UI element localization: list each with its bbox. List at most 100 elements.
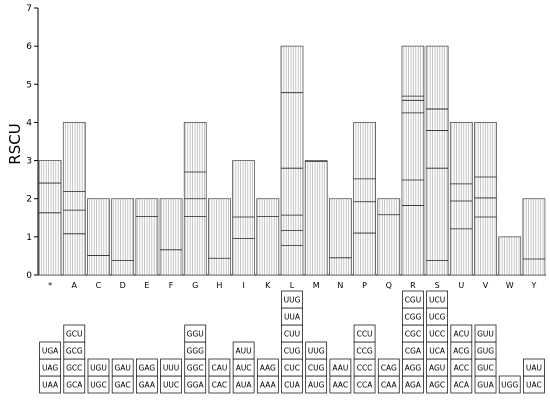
- y-tick-label: 4: [26, 118, 32, 128]
- codon-label: AUU: [236, 347, 252, 356]
- codon-column-L: CUA CUC CUG CUU UUA UUG: [281, 290, 303, 394]
- codon-label: GGG: [187, 347, 205, 356]
- category-label: L: [290, 281, 295, 290]
- codon-label: AUC: [236, 364, 252, 373]
- category-label: Q: [386, 281, 392, 290]
- codon-label: GCU: [66, 330, 83, 339]
- bar-body: [38, 160, 62, 276]
- bar-U: [449, 122, 473, 276]
- codon-box: [136, 358, 158, 377]
- y-tick-label: 0: [26, 271, 32, 281]
- bar-series: [38, 45, 546, 276]
- codon-label: AAU: [332, 364, 348, 373]
- category-label: F: [169, 281, 174, 290]
- bar-body: [401, 45, 425, 276]
- codon-label: CGG: [405, 313, 422, 322]
- codon-label: GUA: [477, 381, 494, 390]
- codon-box: [353, 324, 376, 343]
- codon-label: GAA: [139, 381, 156, 390]
- codon-column-H: CAC CAU: [208, 358, 231, 394]
- category-label: E: [144, 281, 149, 290]
- bar-V: [474, 122, 497, 276]
- bar-P: [353, 122, 376, 276]
- codon-label: UAU: [526, 364, 542, 373]
- codon-label: ACU: [453, 330, 469, 339]
- y-tick-label: 7: [26, 4, 32, 14]
- codon-label: UUG: [284, 296, 301, 305]
- codon-box: [377, 358, 400, 377]
- codon-column-Y: UAC UAU: [523, 358, 545, 394]
- codon-column-R: AGA AGG CGA CGC CGG CGU: [402, 290, 424, 394]
- codon-box: [402, 290, 424, 309]
- codon-label: CCA: [357, 381, 373, 390]
- codon-label: CUA: [284, 381, 301, 390]
- bar-body: [328, 198, 352, 276]
- codon-box: [232, 341, 255, 360]
- codon-column-K: AAA AAG: [256, 358, 279, 394]
- codon-label: CCU: [357, 330, 373, 339]
- category-label: Y: [530, 281, 536, 290]
- category-label: I: [242, 281, 244, 290]
- codon-label: CGU: [405, 296, 422, 305]
- codon-box: [474, 324, 497, 343]
- codon-box: [208, 358, 231, 377]
- bar-body: [353, 122, 376, 276]
- codon-label: CCG: [356, 347, 372, 356]
- codon-box: [426, 290, 448, 309]
- codon-label: CAU: [211, 364, 227, 373]
- codon-column-M: AUG CUG UUG: [305, 341, 328, 394]
- category-label: G: [192, 281, 198, 290]
- category-label: C: [96, 281, 102, 290]
- codon-label: AGC: [429, 381, 445, 390]
- codon-label: UCA: [429, 347, 446, 356]
- codon-column-S: AGC AGU UCA UCC UCG UCU: [426, 290, 448, 394]
- codon-label: GCC: [66, 364, 82, 373]
- bar-D: [111, 198, 135, 276]
- codon-box: [329, 358, 352, 377]
- codon-label: UCG: [429, 313, 446, 322]
- codon-label: UCC: [429, 330, 445, 339]
- codon-label: CUG: [284, 347, 301, 356]
- category-label: M: [313, 281, 320, 290]
- codon-label: UAC: [526, 381, 542, 390]
- codon-label: AGA: [405, 381, 422, 390]
- codon-label: AAC: [333, 381, 349, 390]
- bar-R: [401, 45, 425, 276]
- bar-L: [280, 45, 304, 276]
- category-label: A: [72, 281, 78, 290]
- codon-label: GAU: [114, 364, 130, 373]
- codon-box: [160, 358, 182, 377]
- y-tick-label: 2: [26, 195, 32, 205]
- codon-label: GCA: [66, 381, 83, 390]
- codon-column-F: UUC UUU: [160, 358, 182, 394]
- codon-label: GUU: [477, 330, 494, 339]
- codon-label: AUA: [236, 381, 253, 390]
- y-axis-label: RSCU: [6, 123, 24, 164]
- codon-label: CGC: [405, 330, 421, 339]
- bar-body: [280, 45, 304, 276]
- bar-body: [208, 198, 231, 276]
- codon-label: UAA: [42, 381, 59, 390]
- category-label: S: [435, 281, 440, 290]
- codon-label: AAA: [260, 381, 277, 390]
- codon-box: [305, 341, 328, 360]
- codon-column-D: GAC GAU: [111, 358, 134, 394]
- codon-label: CAG: [381, 364, 397, 373]
- bar-G: [183, 122, 207, 276]
- codon-box: [450, 324, 473, 343]
- y-axis: 0 1 2 3 4 5 6 7: [26, 4, 39, 281]
- category-label: N: [337, 281, 343, 290]
- codon-label: GCG: [66, 347, 83, 356]
- codon-label: AGU: [429, 364, 445, 373]
- codon-label: CUG: [308, 364, 325, 373]
- codon-column-W: UGG: [498, 375, 521, 394]
- codon-column-*: UAA UAG UGA: [39, 341, 61, 394]
- bar-body: [474, 122, 497, 276]
- codon-label: UGC: [90, 381, 107, 390]
- category-label: P: [362, 281, 367, 290]
- codon-column-N: AAC AAU: [329, 358, 352, 394]
- codon-label: GAC: [115, 381, 131, 390]
- codon-label: CUU: [284, 330, 300, 339]
- codon-column-V: GUA GUC GUG GUU: [474, 324, 497, 394]
